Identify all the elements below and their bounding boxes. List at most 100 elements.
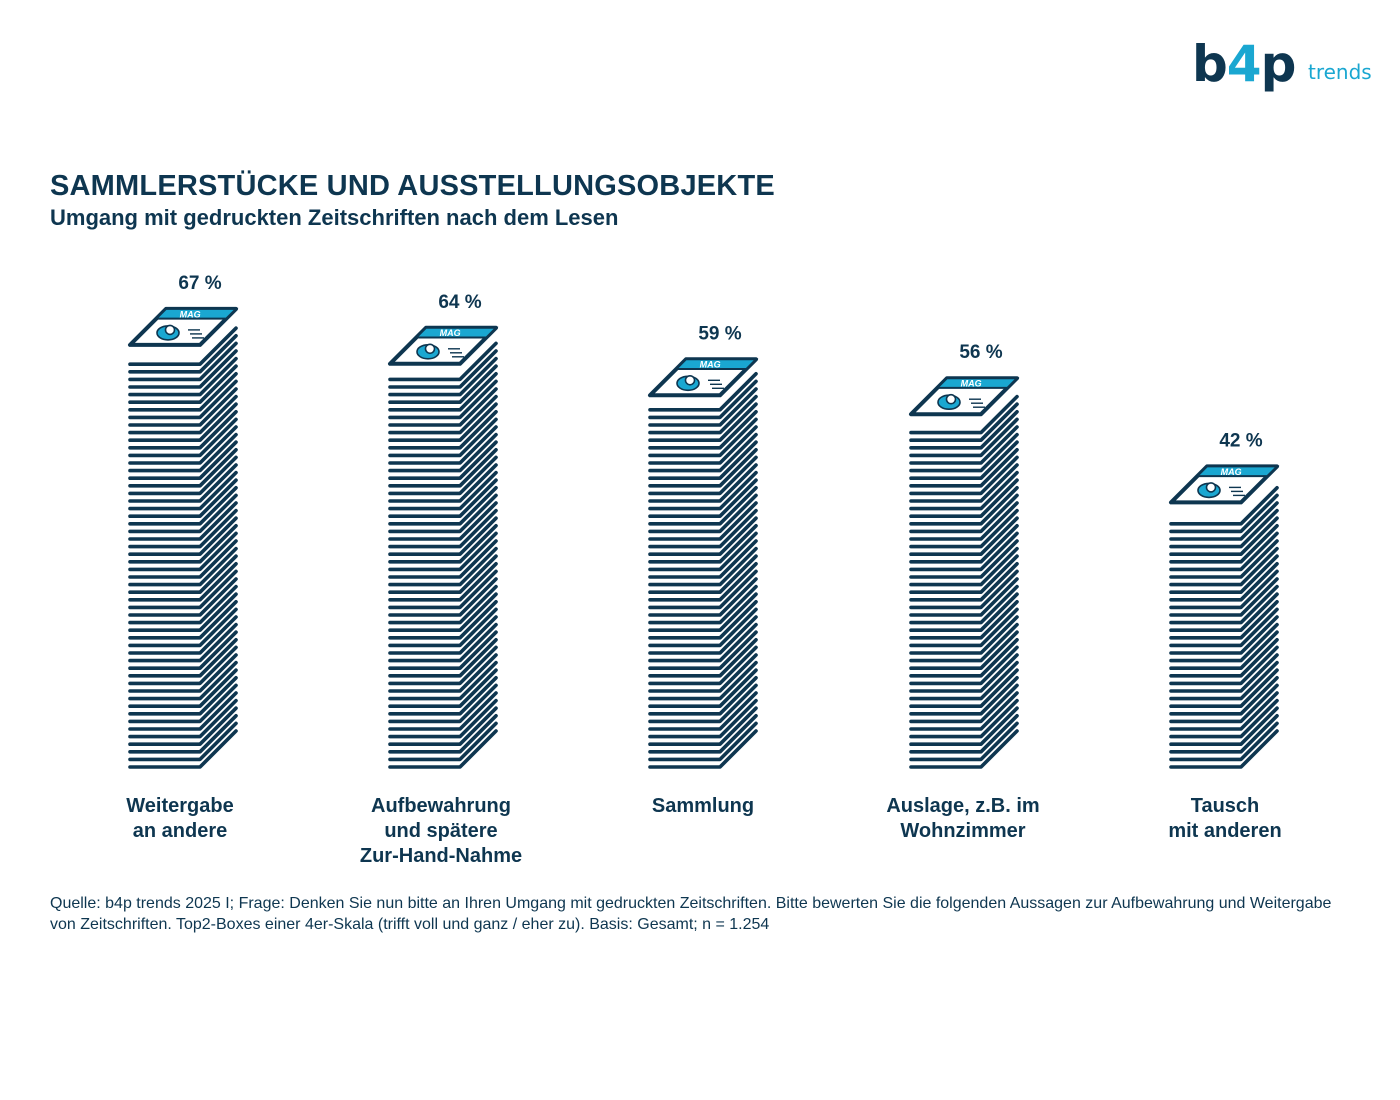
magazine-sheet (388, 379, 498, 420)
magazine-sheet (1169, 713, 1279, 754)
magazine-sheet (909, 546, 1019, 587)
magazine-sheet (1169, 691, 1279, 731)
magazine-sheet (1169, 584, 1279, 625)
magazine-sheet (128, 569, 238, 610)
magazine-sheet (388, 668, 498, 709)
magazine-sheet (128, 599, 238, 640)
magazine-sheet (909, 569, 1019, 610)
magazine-sheet (1169, 569, 1279, 610)
magazine-sheet (388, 637, 498, 678)
magazine-sheet (128, 402, 238, 443)
magazine-sheet (388, 691, 498, 731)
magazine-sheet (1169, 554, 1279, 595)
magazine-sheet (648, 683, 758, 724)
magazine-sheet (909, 516, 1019, 557)
magazine-sheet (1169, 599, 1279, 640)
magazine-sheet (1169, 653, 1279, 693)
magazine-sheet (128, 691, 238, 731)
magazine-sheet (388, 463, 498, 503)
magazine-sheet (388, 470, 498, 511)
magazine-sheet (388, 531, 498, 572)
magazine-sheet (648, 455, 758, 496)
bar-stack: MAG (388, 325, 499, 769)
magazine-sheet (909, 706, 1019, 747)
magazine-sheet (128, 379, 238, 420)
magazine-sheet (388, 698, 498, 739)
magazine-sheet (648, 554, 758, 595)
magazine-sheet (388, 554, 498, 595)
logo-trends: trends (1308, 60, 1372, 84)
magazine-sheet (388, 417, 498, 458)
magazine-sheet (909, 668, 1019, 709)
magazine-sheet (128, 645, 238, 686)
magazine-sheet (1169, 721, 1279, 762)
magazine-sheet (648, 546, 758, 587)
magazine-sheet (388, 455, 498, 496)
magazine-sheet (128, 713, 238, 754)
category-label-line: an andere (132, 820, 228, 842)
magazine-sheet (1169, 523, 1279, 564)
magazine-title-text: MAG (180, 309, 201, 319)
magazine-sheet (648, 485, 758, 526)
magazine-sheet (128, 478, 238, 519)
magazine-sheet (648, 713, 758, 754)
magazine-sheet (648, 675, 758, 716)
magazine-sheet (648, 478, 758, 519)
magazine-sheet (388, 402, 498, 443)
cover-portrait-head-icon (424, 343, 436, 355)
category-label-line: und spätere (384, 820, 498, 842)
magazine-sheet (128, 523, 238, 564)
cover-portrait-head-icon (164, 324, 176, 336)
magazine-title-text: MAG (700, 360, 721, 370)
magazine-sheet (1169, 546, 1279, 587)
magazine-sheet (1169, 561, 1279, 602)
magazine-sheet (909, 729, 1019, 769)
magazine-sheet (909, 447, 1019, 488)
bar-stack: MAG (648, 357, 759, 769)
magazine-sheet (128, 615, 238, 655)
magazine-sheet (128, 698, 238, 739)
magazine-sheet (1169, 637, 1279, 678)
magazine-sheet (388, 349, 498, 389)
magazine-sheet (388, 371, 498, 412)
magazine-sheet (388, 660, 498, 701)
magazine-sheet (648, 637, 758, 678)
magazine-sheet (388, 516, 498, 557)
magazine-sheet (648, 409, 758, 450)
magazine-sheet (648, 653, 758, 693)
magazine-sheet (648, 569, 758, 610)
magazine-sheet (128, 371, 238, 412)
magazine-sheet (648, 440, 758, 481)
magazine-sheet (128, 653, 238, 693)
magazine-sheet (1169, 539, 1279, 579)
magazine-sheet (909, 554, 1019, 595)
magazine-sheet (388, 546, 498, 587)
magazine-sheet (388, 615, 498, 655)
magazine-sheet (648, 539, 758, 579)
magazine-sheet (909, 478, 1019, 519)
magazine-sheet (128, 501, 238, 541)
category-label-line: Zur-Hand-Nahme (359, 845, 523, 867)
magazine-sheet (648, 447, 758, 488)
magazine-sheet (909, 645, 1019, 686)
category-label-line: Sammlung (651, 795, 755, 817)
magazine-sheet (648, 531, 758, 572)
magazine-sheet (1169, 698, 1279, 739)
magazine-title-text: MAG (961, 379, 982, 389)
category-label: Auslage, z.B. im Wohnzimmer (848, 794, 1078, 844)
magazine-sheet (648, 706, 758, 747)
magazine-sheet (1169, 706, 1279, 747)
magazine-sheet (388, 478, 498, 519)
magazine-sheet (1169, 645, 1279, 686)
magazine-sheet (1169, 622, 1279, 663)
magazine-sheet (128, 394, 238, 435)
category-label-line: Wohnzimmer (900, 820, 1026, 842)
magazine-sheet (388, 599, 498, 640)
magazine-sheet (128, 584, 238, 625)
magazine-sheet (909, 425, 1019, 465)
chart-subtitle: Umgang mit gedruckten Zeitschriften nach… (50, 205, 619, 230)
magazine-sheet (909, 653, 1019, 693)
magazine-sheet (648, 592, 758, 633)
magazine-sheet (648, 660, 758, 701)
magazine-title-text: MAG (440, 328, 461, 338)
